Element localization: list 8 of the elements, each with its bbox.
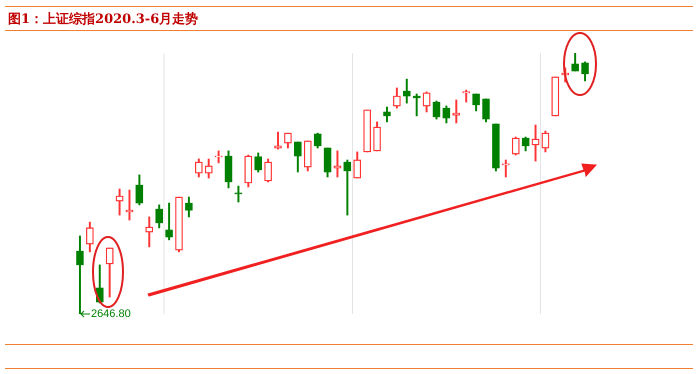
candlestick <box>214 150 222 164</box>
candlestick <box>126 190 134 220</box>
candlestick <box>412 94 421 116</box>
annotation: 2646.80 <box>90 308 131 320</box>
candlestick <box>452 100 460 124</box>
candlestick <box>502 160 510 178</box>
chart-title: 图1：上证综指2020.3-6月走势 <box>8 10 198 28</box>
candlestick <box>334 150 342 178</box>
